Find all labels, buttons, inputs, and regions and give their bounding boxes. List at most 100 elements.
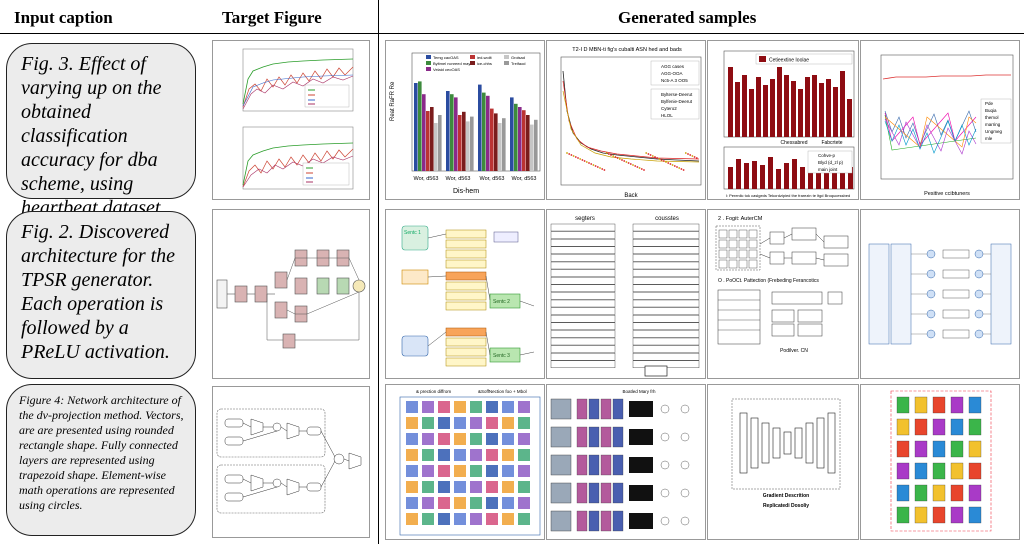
table-cell <box>632 246 700 254</box>
table-cell <box>632 239 700 247</box>
feature-block <box>486 417 498 429</box>
feature-block <box>470 433 482 445</box>
generated-sample-3-3: Gradient Descrition Replicatedi Dosoliy <box>707 384 859 540</box>
bar <box>792 159 797 189</box>
x-tick-label: Wor, d563 <box>414 176 439 182</box>
generated-sample-2-4 <box>860 209 1020 379</box>
caption-row-1: Fig. 3. Effect of varying up on the obta… <box>6 43 196 219</box>
legend-entry: Bylterse-Deerut <box>661 92 693 97</box>
feature-map <box>612 482 624 504</box>
scatter-line-chart: Pde Buqia themol marring Ungmeg mle Pesi… <box>880 54 1014 197</box>
table-cell <box>632 337 700 346</box>
data-point <box>667 162 670 164</box>
table-cell <box>632 231 700 239</box>
grid-cell <box>738 259 748 269</box>
bar <box>840 71 845 137</box>
table-cell <box>632 292 700 300</box>
data-point <box>651 155 654 157</box>
line-chart: T2-I D MBN-ti fig's cubalti ASN hed and … <box>560 47 702 199</box>
data-point <box>656 157 659 159</box>
legend-entry: Cytero2 <box>661 106 677 111</box>
block <box>950 484 964 502</box>
block <box>896 462 910 480</box>
layer-block <box>816 417 825 469</box>
x-axis-label: I: Perenlic tok caslgeds Tekordzipied th… <box>726 193 850 198</box>
feature-map <box>576 398 588 420</box>
grid-cell <box>728 259 738 269</box>
layer-block <box>761 422 770 464</box>
feature-block <box>518 401 530 413</box>
block <box>968 418 982 436</box>
x-axis-label: Back <box>624 193 638 199</box>
diagram-label: Gradient Descrition <box>763 493 809 499</box>
feature-block <box>518 433 530 445</box>
bar <box>763 85 768 137</box>
feature-map <box>588 482 600 504</box>
data-point <box>596 166 599 168</box>
block-diagram: 2 . Fogit: AuterCM O . PoOCt. Pattection… <box>715 216 849 354</box>
table-cell <box>632 352 700 361</box>
bar <box>728 167 733 189</box>
table-cell <box>632 307 700 315</box>
table-cell <box>632 223 700 232</box>
grid-cell <box>748 259 758 269</box>
data-point <box>612 155 615 157</box>
generated-sample-3-1: & prection diffrom &SoffNection foo + Mb… <box>385 384 545 540</box>
bar <box>478 84 482 171</box>
bar <box>494 113 498 171</box>
diagram-label: Replicatedi Dosoliy <box>763 503 809 509</box>
feature-block <box>470 513 482 525</box>
feature-block <box>454 497 466 509</box>
table-cell <box>550 299 616 308</box>
bar <box>728 67 733 137</box>
feature-map <box>600 454 612 476</box>
feature-block <box>406 449 418 461</box>
bar <box>530 124 534 171</box>
node <box>974 289 984 299</box>
bar <box>833 87 838 137</box>
node <box>926 329 936 339</box>
grid-cell <box>738 249 748 259</box>
feature-block <box>502 481 514 493</box>
target-line-charts <box>242 48 354 190</box>
layered-network-diagram: & prection diffrom &SoffNection foo + Mb… <box>399 389 541 536</box>
feature-block <box>438 481 450 493</box>
data-point <box>645 152 648 154</box>
data-point <box>623 160 626 162</box>
bar <box>756 77 761 137</box>
feature-block <box>422 481 434 493</box>
feature-block <box>406 417 418 429</box>
grid-cell <box>728 239 738 249</box>
data-point <box>634 165 637 167</box>
generated-sample-1-4: Pde Buqia themol marring Ungmeg mle Pesi… <box>860 40 1020 200</box>
series-line <box>884 120 977 154</box>
feature-block <box>406 497 418 509</box>
data-point <box>684 152 687 154</box>
feature-map <box>629 485 653 501</box>
legend-entry: Cohve-p <box>818 153 836 158</box>
data-point <box>649 154 652 156</box>
nas-cell-diagram: Sentc 1 Sentc 2 Sentc 3 <box>401 225 535 367</box>
data-point <box>616 157 619 159</box>
grid-cell <box>748 229 758 239</box>
node <box>926 249 936 259</box>
grid-cell <box>748 249 758 259</box>
legend-entry: ied-woilt <box>477 55 493 60</box>
table-cell <box>550 307 616 315</box>
feature-map <box>576 482 588 504</box>
bar <box>824 159 829 189</box>
feature-block <box>422 513 434 525</box>
block <box>896 418 910 436</box>
node-box <box>942 249 970 259</box>
data-point <box>693 156 696 158</box>
data-point <box>594 165 597 167</box>
image-thumb <box>550 426 572 448</box>
grid-cell <box>738 229 748 239</box>
data-point <box>621 159 623 161</box>
feature-block <box>438 465 450 477</box>
layer-block <box>827 412 836 474</box>
caption-text: Fig. 2. Discovered architecture for the … <box>21 221 176 363</box>
diagram-subtitle: O . PoOCt. Pattection (Frebeding Feranco… <box>718 278 819 284</box>
data-point <box>662 160 665 162</box>
